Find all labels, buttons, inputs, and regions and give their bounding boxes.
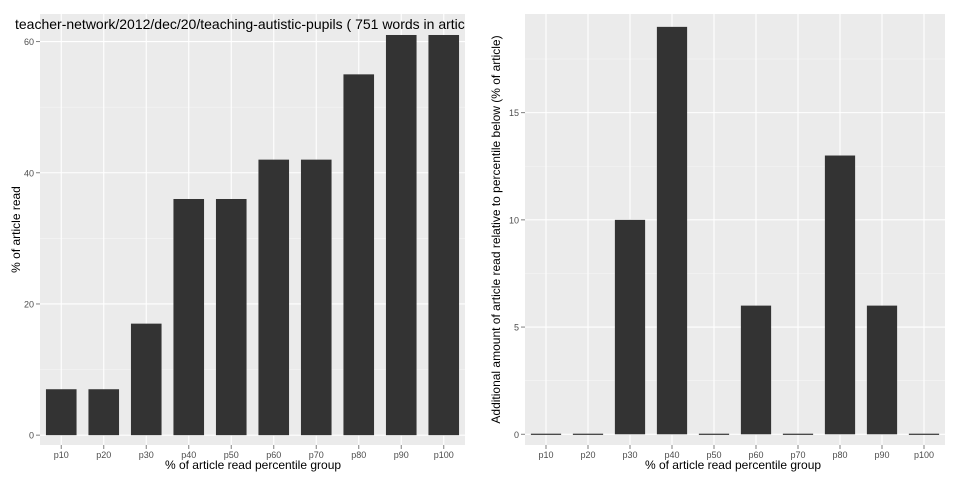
bar-p60 bbox=[258, 159, 290, 436]
x-tick-label: p40 bbox=[181, 450, 196, 460]
bar-p100 bbox=[908, 433, 940, 435]
bar-p90 bbox=[385, 34, 417, 436]
y-tick-label: 20 bbox=[24, 299, 34, 309]
x-tick-label: p50 bbox=[224, 450, 239, 460]
bar-p80 bbox=[343, 74, 375, 436]
bar-p100 bbox=[428, 34, 460, 436]
y-tick-label: 10 bbox=[509, 215, 519, 225]
bar-p80 bbox=[824, 155, 856, 435]
y-tick-label: 40 bbox=[24, 168, 34, 178]
x-axis-title: % of article read percentile group bbox=[165, 458, 341, 472]
bar-p20 bbox=[572, 433, 604, 435]
bar-p10 bbox=[530, 433, 562, 435]
bar-p40 bbox=[173, 198, 205, 436]
x-tick-label: p70 bbox=[309, 450, 324, 460]
bar-p50 bbox=[215, 198, 247, 436]
x-tick-label: p30 bbox=[139, 450, 154, 460]
x-tick-label: p100 bbox=[434, 450, 454, 460]
x-tick-label: p90 bbox=[874, 450, 889, 460]
x-tick-label: p80 bbox=[351, 450, 366, 460]
x-tick-label: p100 bbox=[914, 450, 934, 460]
bar-p20 bbox=[88, 389, 120, 436]
x-tick-label: p80 bbox=[832, 450, 847, 460]
bar-p50 bbox=[698, 433, 730, 435]
x-tick-label: p60 bbox=[748, 450, 763, 460]
bar-p90 bbox=[866, 305, 898, 435]
x-tick-label: p50 bbox=[706, 450, 721, 460]
x-tick-label: p90 bbox=[394, 450, 409, 460]
x-tick-label: p20 bbox=[580, 450, 595, 460]
bar-p30 bbox=[130, 323, 162, 436]
y-axis-title: % of article read bbox=[9, 186, 23, 273]
bar-p70 bbox=[300, 159, 332, 436]
y-tick-label: 15 bbox=[509, 108, 519, 118]
y-tick-label: 5 bbox=[514, 323, 519, 333]
x-tick-label: p10 bbox=[54, 450, 69, 460]
y-tick-label: 60 bbox=[24, 37, 34, 47]
bar-p30 bbox=[614, 219, 646, 435]
bar-p10 bbox=[45, 389, 77, 436]
chart-title: teacher-network/2012/dec/20/teaching-aut… bbox=[15, 16, 465, 32]
x-axis-title: % of article read percentile group bbox=[645, 458, 821, 472]
x-tick-label: p40 bbox=[664, 450, 679, 460]
chart-panel-1: 0 20 40 60 p10 p20 p30 p40 p50 p60 p70 p80 p90 p100 % … bbox=[9, 14, 465, 472]
bar-p40 bbox=[656, 26, 688, 435]
x-tick-label: p70 bbox=[790, 450, 805, 460]
bar-p60 bbox=[740, 305, 772, 435]
chart-panel-2: 0 5 10 15 p10 p20 p30 p40 p50 p60 p70 p80 p90 p100 % o… bbox=[489, 14, 945, 472]
x-tick-label: p20 bbox=[96, 450, 111, 460]
x-tick-label: p10 bbox=[538, 450, 553, 460]
x-tick-label: p60 bbox=[266, 450, 281, 460]
y-tick-label: 0 bbox=[514, 430, 519, 440]
y-tick-label: 0 bbox=[29, 431, 34, 441]
bar-p70 bbox=[782, 433, 814, 435]
y-axis-title: Additional amount of article read relati… bbox=[489, 35, 503, 423]
x-tick-label: p30 bbox=[622, 450, 637, 460]
